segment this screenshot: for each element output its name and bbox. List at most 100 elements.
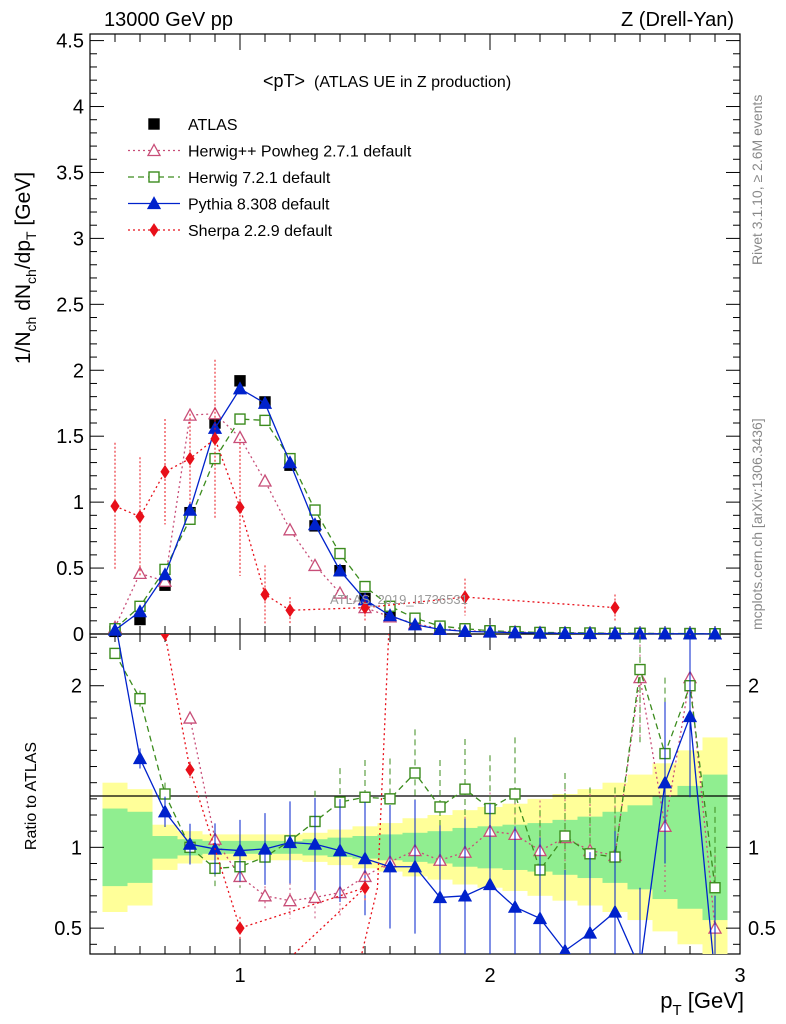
x-axis-label: pT [GeV]: [660, 988, 744, 1019]
series-point-4: [160, 464, 170, 479]
series-point-2: [259, 414, 271, 427]
legend-marker: [148, 171, 160, 183]
ratio-point-2: [507, 899, 523, 913]
ratio-point-1: [459, 783, 471, 795]
ratio-ytick-label-right: 1: [748, 837, 759, 859]
ratio-point-2: [332, 843, 348, 857]
main-ytick-label: 1.5: [56, 426, 84, 448]
series-point-4: [460, 590, 470, 604]
plot-subtitle: (ATLAS UE in Z production): [314, 74, 511, 91]
ratio-point-1: [509, 788, 521, 800]
series-point-1: [307, 558, 323, 572]
legend: ATLAS Herwig++ Powheg 2.7.1 default Herwig…: [128, 117, 412, 240]
legend-marker: [148, 118, 160, 130]
ratio-point-2: [432, 890, 448, 904]
y-axis-label-ratio: Ratio to ATLAS: [23, 742, 40, 850]
ratio-point-1: [559, 830, 571, 842]
band-stat-21: [627, 805, 653, 890]
series-point-2: [209, 452, 221, 465]
series-point-3: [332, 563, 348, 577]
main-ytick-label: 3.5: [56, 162, 84, 184]
legend-label: Pythia 8.308 default: [188, 197, 330, 214]
xlabel-part: [GeV]: [682, 988, 744, 1013]
ratio-point-1: [384, 793, 396, 805]
legend-label: Sherpa 2.2.9 default: [188, 223, 333, 240]
series-point-1: [282, 522, 298, 536]
band-stat-1: [127, 811, 153, 883]
main-ytick-label: 2.5: [56, 294, 84, 316]
ylabel-sub: ch: [23, 269, 39, 284]
ylabel-part: /dp: [12, 240, 35, 269]
ratio-point-0: [307, 890, 323, 904]
ratio-point-1: [634, 663, 646, 676]
main-series-marks: [107, 359, 723, 640]
series-point-3: [457, 624, 473, 638]
plot-title: <pT> (ATLAS UE in Z production): [263, 71, 511, 91]
series-point-3: [132, 604, 148, 618]
series-point-4: [210, 431, 220, 446]
legend-item-1: Herwig++ Powheg 2.7.1 default: [128, 143, 412, 161]
xlabel-sub: T: [672, 1002, 681, 1019]
axis-ticks: 0 0.5 1 1.5 2 2.5 3 3.5 4 4.5 0.5 0.5 1 1 2 2 1 2 3: [54, 31, 776, 987]
series-point-1: [332, 585, 348, 599]
ratio-point-2: [232, 843, 248, 857]
legend-marker: [146, 143, 162, 157]
ratio-point-2: [407, 859, 423, 873]
ylabel-sub: T: [23, 231, 39, 240]
ratio-point-1: [359, 791, 371, 803]
series-point-3: [507, 625, 523, 639]
ratio-point-3: [360, 880, 370, 895]
series-point-2: [234, 413, 246, 425]
series-point-3: [257, 395, 273, 409]
ratio-point-1: [109, 647, 121, 660]
series-point-3: [107, 622, 123, 636]
ratio-ytick-label: 1: [71, 837, 82, 859]
series-point-1: [132, 565, 148, 579]
ratio-point-1: [409, 767, 421, 779]
series-point-4: [610, 600, 620, 615]
series-point-4: [285, 603, 295, 618]
series-point-3: [557, 625, 573, 639]
ylabel-part: dN: [12, 284, 35, 317]
series-point-3: [382, 608, 398, 622]
header-left: 13000 GeV pp: [104, 9, 233, 31]
legend-item-2: Herwig 7.2.1 default: [128, 170, 331, 187]
main-ytick-label: 0.5: [56, 558, 84, 580]
ratio-point-0: [257, 888, 273, 902]
legend-item-0: ATLAS: [148, 117, 238, 134]
series-point-4: [235, 500, 245, 515]
legend-label: ATLAS: [188, 117, 238, 134]
plot-title-main: <pT>: [263, 71, 305, 91]
series-point-3: [482, 624, 498, 638]
band-stat-2: [152, 836, 178, 859]
series-point-1: [157, 573, 173, 587]
main-ytick-label: 4.5: [56, 31, 84, 53]
series-4: [110, 359, 620, 624]
series-point-2: [334, 547, 346, 560]
series-point-3: [707, 626, 723, 640]
series-point-4: [185, 451, 195, 466]
band-stat-0: [102, 808, 128, 887]
series-point-3: [232, 381, 248, 395]
series-point-3: [657, 626, 673, 640]
ratio-point-2: [282, 835, 298, 849]
series-point-4: [360, 600, 370, 615]
series-point-4: [110, 499, 120, 513]
series-point-2: [359, 580, 371, 593]
ratio-series-marks: [109, 634, 723, 954]
ratio-series-3: [160, 634, 390, 954]
series-point-3: [157, 567, 173, 581]
ratio-point-2: [157, 804, 173, 818]
ratio-xtick-label: 3: [734, 965, 745, 987]
series-point-3: [282, 455, 298, 469]
series-point-4: [260, 587, 270, 602]
legend-item-3: Pythia 8.308 default: [128, 196, 330, 214]
header-right: Z (Drell-Yan): [621, 9, 734, 31]
ratio-point-2: [357, 851, 373, 865]
ratio-point-2: [657, 775, 673, 789]
series-point-1: [257, 473, 273, 487]
ratio-point-3: [235, 921, 245, 936]
ratio-point-1: [709, 882, 721, 894]
ratio-series-2: [116, 634, 716, 954]
